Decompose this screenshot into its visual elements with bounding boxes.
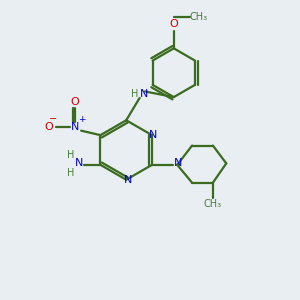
Text: H: H <box>67 150 74 160</box>
Text: +: + <box>78 115 85 124</box>
Text: O: O <box>71 98 80 107</box>
Text: N: N <box>149 130 158 140</box>
Text: N: N <box>174 158 182 168</box>
Text: N: N <box>71 122 80 132</box>
Text: N: N <box>75 158 83 168</box>
Text: O: O <box>45 122 53 132</box>
Text: H: H <box>67 168 74 178</box>
Text: −: − <box>49 114 57 124</box>
Text: O: O <box>169 19 178 29</box>
Text: H: H <box>130 89 138 99</box>
Text: N: N <box>124 175 132 185</box>
Text: N: N <box>140 89 148 99</box>
Text: CH₃: CH₃ <box>190 12 208 22</box>
Text: CH₃: CH₃ <box>204 199 222 209</box>
